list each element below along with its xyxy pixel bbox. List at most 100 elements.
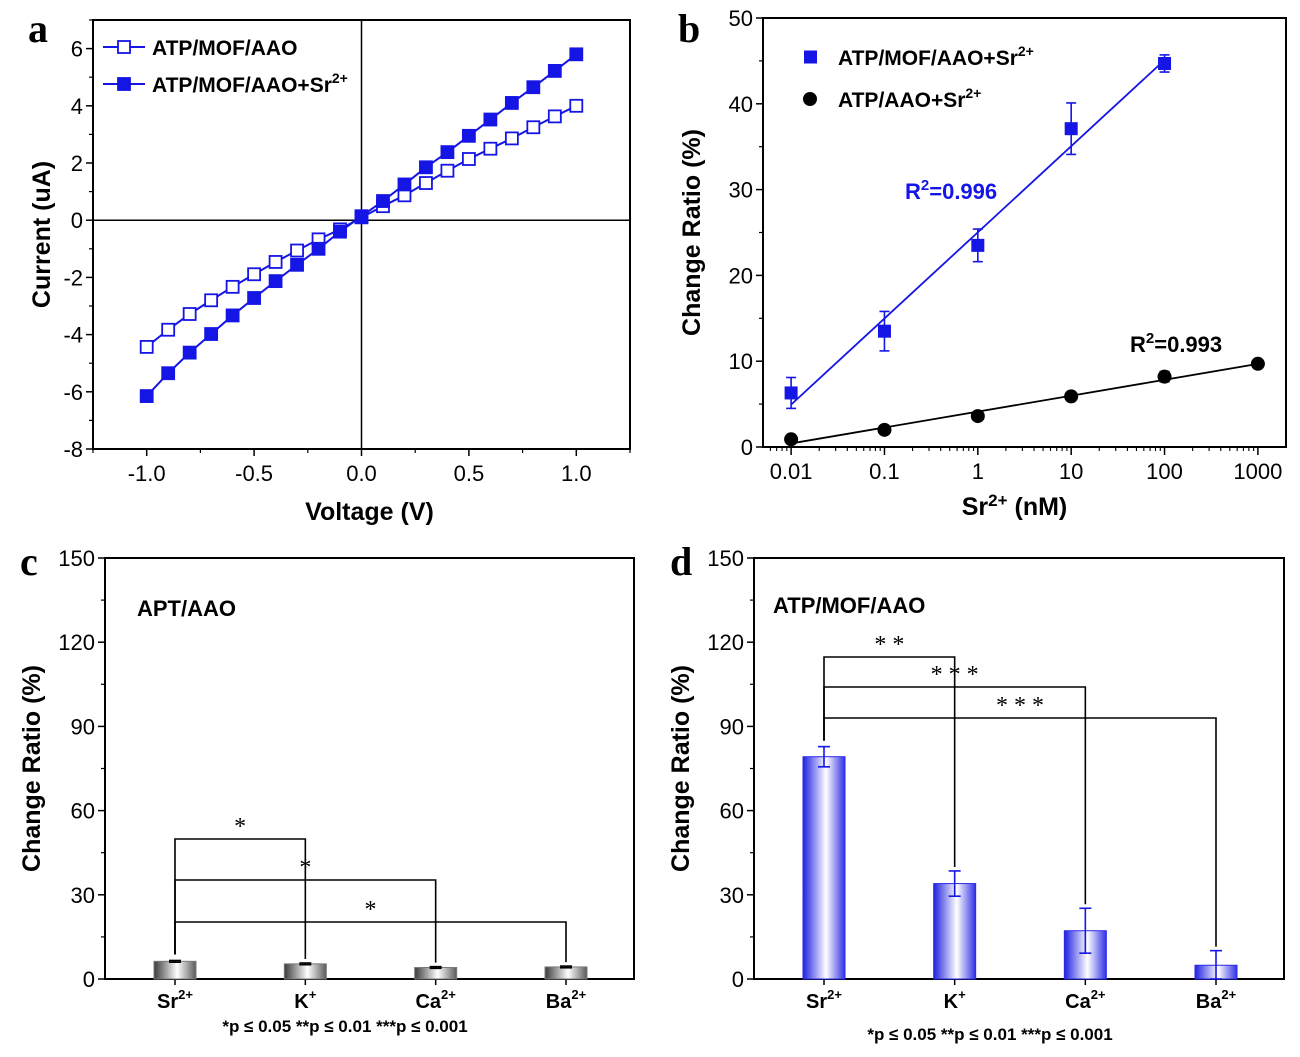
fit-line (790, 363, 1259, 445)
x-tick-label: 10 (1059, 459, 1083, 484)
y-tick-label: 120 (58, 630, 95, 655)
open-square-point (504, 131, 519, 146)
open-square-point (247, 267, 262, 282)
significance-bracket (174, 921, 567, 963)
open-square-point (161, 322, 176, 337)
open-square-point (182, 307, 197, 321)
y-axis-title: Change Ratio (%) (678, 129, 706, 336)
panel-b-change-ratio-vs-concentration: 0.01 0.1 1 10 100 1000 0 10 20 30 40 50 Sr2+ (nM) Cha… (678, 6, 1287, 521)
filled-square-point (247, 291, 262, 305)
open-square-point (139, 339, 154, 354)
x-tick-label: -0.5 (235, 461, 273, 486)
bar (153, 960, 197, 980)
r-squared-label: R2=0.996 (905, 177, 997, 204)
filled-square-point (784, 386, 798, 400)
filled-square-point (547, 64, 562, 78)
y-tick-label: 4 (71, 94, 83, 119)
panel-a-iv-curve: -1.0 -0.5 0.0 0.5 1.0 -8 -6 -4 -2 0 2 4 6 Voltage (V)… (28, 19, 631, 526)
open-square-point (526, 120, 541, 135)
panel-letter-b: b (678, 6, 700, 51)
category-label: K+ (944, 987, 966, 1013)
y-tick-label: 60 (720, 799, 744, 824)
legend-marker (804, 50, 817, 64)
category-label: Ca2+ (415, 987, 456, 1013)
filled-square-point (440, 145, 455, 160)
filled-square-point (461, 128, 476, 143)
open-square-point (290, 243, 304, 258)
legend-marker (117, 40, 131, 54)
bar (283, 963, 327, 980)
y-tick-label: 150 (707, 546, 744, 571)
x-tick-label: -1.0 (128, 461, 166, 486)
legend-label: ATP/MOF/AAO+Sr2+ (838, 43, 1034, 70)
category-label: Ca2+ (1065, 987, 1106, 1013)
y-tick-label: -6 (63, 380, 83, 405)
filled-circle-point (1157, 369, 1172, 384)
filled-square-point (376, 194, 390, 208)
legend-label: ATP/MOF/AAO+Sr2+ (152, 70, 348, 97)
legend-marker (803, 92, 817, 106)
bar (414, 966, 458, 980)
open-square-point (483, 141, 498, 156)
y-tick-label: 10 (729, 349, 753, 374)
panel-letter-a: a (28, 6, 48, 51)
filled-circle-point (1064, 389, 1079, 404)
open-square-point (419, 176, 433, 190)
legend-marker (117, 77, 131, 91)
panel-letter-d: d (670, 539, 692, 584)
y-tick-label: 0 (71, 208, 83, 233)
category-label: Sr2+ (157, 987, 193, 1013)
y-tick-label: -2 (63, 265, 83, 290)
filled-square-point (397, 177, 412, 192)
filled-square-point (311, 241, 326, 256)
y-tick-label: 30 (729, 178, 753, 203)
filled-square-point (483, 112, 498, 127)
open-square-point (204, 293, 219, 308)
y-tick-label: 30 (71, 883, 95, 908)
significance-note: *p ≤ 0.05 **p ≤ 0.01 ***p ≤ 0.001 (222, 1017, 467, 1036)
open-square-point (225, 279, 240, 294)
filled-square-point (971, 238, 985, 252)
y-axis-title: Change Ratio (%) (18, 665, 46, 872)
filled-square-point (333, 224, 347, 239)
significance-stars: * * * (931, 662, 979, 688)
filled-square-point (225, 308, 240, 323)
bar (802, 756, 846, 980)
y-tick-label: 6 (71, 37, 83, 62)
category-label: Ba2+ (546, 987, 587, 1013)
category-label: K+ (294, 987, 316, 1013)
x-tick-label: 0.5 (454, 461, 485, 486)
x-tick-label: 1000 (1233, 459, 1282, 484)
x-axis-title: Sr2+ (nM) (962, 491, 1068, 521)
y-axis-title: Change Ratio (%) (667, 665, 695, 872)
panel-letter-c: c (20, 539, 38, 584)
open-square-point (461, 152, 476, 166)
bar (933, 883, 977, 980)
filled-square-point (139, 389, 154, 403)
bar (544, 966, 588, 980)
significance-bracket (823, 717, 1217, 947)
panel-title: ATP/MOF/AAO (773, 593, 925, 618)
panel-d-atp-mof-aao-selectivity: 0 30 60 90 120 150 Sr2+ K+ Ca2+ Ba2+ * * * * * * * *… (667, 546, 1285, 1044)
significance-stars: * (299, 855, 311, 881)
x-tick-label: 1 (972, 459, 984, 484)
panel-c-apt-aao-selectivity: 0 30 60 90 120 150 Sr2+ K+ Ca2+ Ba2+ * * * APT/AAO Cha… (18, 546, 635, 1036)
filled-square-point (526, 80, 541, 95)
filled-square-point (569, 47, 584, 62)
y-tick-label: 50 (729, 6, 753, 31)
open-square-point (440, 163, 455, 178)
filled-square-point (1158, 56, 1172, 70)
open-square-point (547, 109, 562, 124)
x-tick-label: 0.1 (869, 459, 900, 484)
x-tick-label: 1.0 (561, 461, 592, 486)
y-tick-label: 0 (732, 967, 744, 992)
x-tick-label: 100 (1146, 459, 1183, 484)
filled-circle-point (970, 409, 985, 424)
category-label: Sr2+ (806, 987, 842, 1013)
filled-circle-point (877, 422, 892, 437)
filled-square-point (877, 324, 891, 338)
y-tick-label: 0 (741, 435, 753, 460)
y-axis-title: Current (uA) (28, 161, 56, 308)
filled-square-point (290, 257, 304, 272)
filled-square-point (268, 274, 283, 289)
